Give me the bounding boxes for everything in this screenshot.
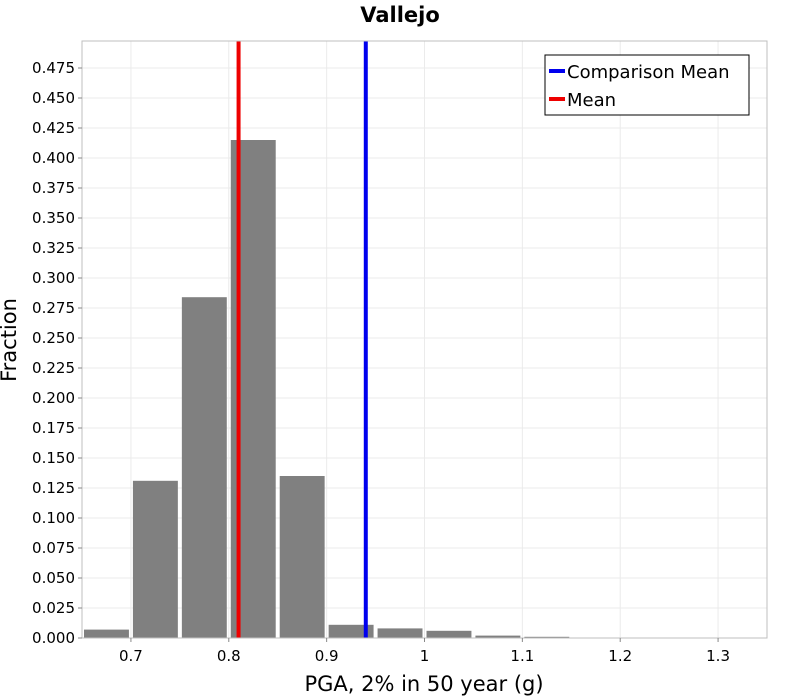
x-tick-label: 0.9 [315, 647, 339, 665]
y-tick-label: 0.025 [32, 599, 75, 617]
histogram-bar [84, 629, 129, 638]
y-tick-label: 0.125 [32, 479, 75, 497]
x-tick-label: 1.3 [706, 647, 730, 665]
x-tick-label: 1.2 [608, 647, 632, 665]
legend-label-mean: Mean [567, 90, 616, 111]
histogram-bar [524, 636, 570, 638]
y-tick-label: 0.075 [32, 539, 75, 557]
x-tick-label: 0.7 [119, 647, 143, 665]
histogram-bar [475, 635, 521, 638]
y-tick-label: 0.425 [32, 119, 75, 137]
histogram-bar [279, 476, 325, 638]
y-tick-label: 0.225 [32, 359, 75, 377]
legend-box [544, 54, 750, 116]
y-tick-label: 0.300 [32, 269, 75, 287]
x-axis-label: PGA, 2% in 50 year (g) [304, 672, 543, 696]
y-axis-label: Fraction [0, 298, 21, 382]
mean-lines-layer [236, 41, 368, 638]
y-tick-label: 0.200 [32, 389, 75, 407]
y-tick-label: 0.175 [32, 419, 75, 437]
x-tick-label: 0.8 [217, 647, 241, 665]
legend-label-comparison-mean: Comparison Mean [567, 62, 730, 83]
y-tick-label: 0.050 [32, 569, 75, 587]
histogram-bar [132, 480, 178, 638]
y-tick-label: 0.250 [32, 329, 75, 347]
y-tick-label: 0.325 [32, 239, 75, 257]
y-tick-label: 0.275 [32, 299, 75, 317]
y-tick-label: 0.150 [32, 449, 75, 467]
chart-title: Vallejo [360, 3, 440, 27]
x-tick-label: 1 [420, 647, 430, 665]
histogram-bar [426, 630, 472, 638]
histogram-bar [328, 624, 374, 638]
y-tick-label: 0.350 [32, 209, 75, 227]
histogram-bar [181, 297, 227, 638]
y-axis-ticks: 0.000 0.025 0.050 0.075 0.100 0.125 0.150 0.175… [32, 59, 82, 647]
legend: Comparison Mean Mean [544, 54, 750, 116]
y-tick-label: 0.475 [32, 59, 75, 77]
y-tick-label: 0.450 [32, 89, 75, 107]
y-tick-label: 0.400 [32, 149, 75, 167]
y-tick-label: 0.100 [32, 509, 75, 527]
x-tick-label: 1.1 [510, 647, 534, 665]
y-tick-label: 0.375 [32, 179, 75, 197]
histogram-bar [377, 628, 423, 638]
y-tick-label: 0.000 [32, 629, 75, 647]
x-axis-ticks: 0.7 0.8 0.9 1 1.1 1.2 1.3 [119, 638, 730, 665]
